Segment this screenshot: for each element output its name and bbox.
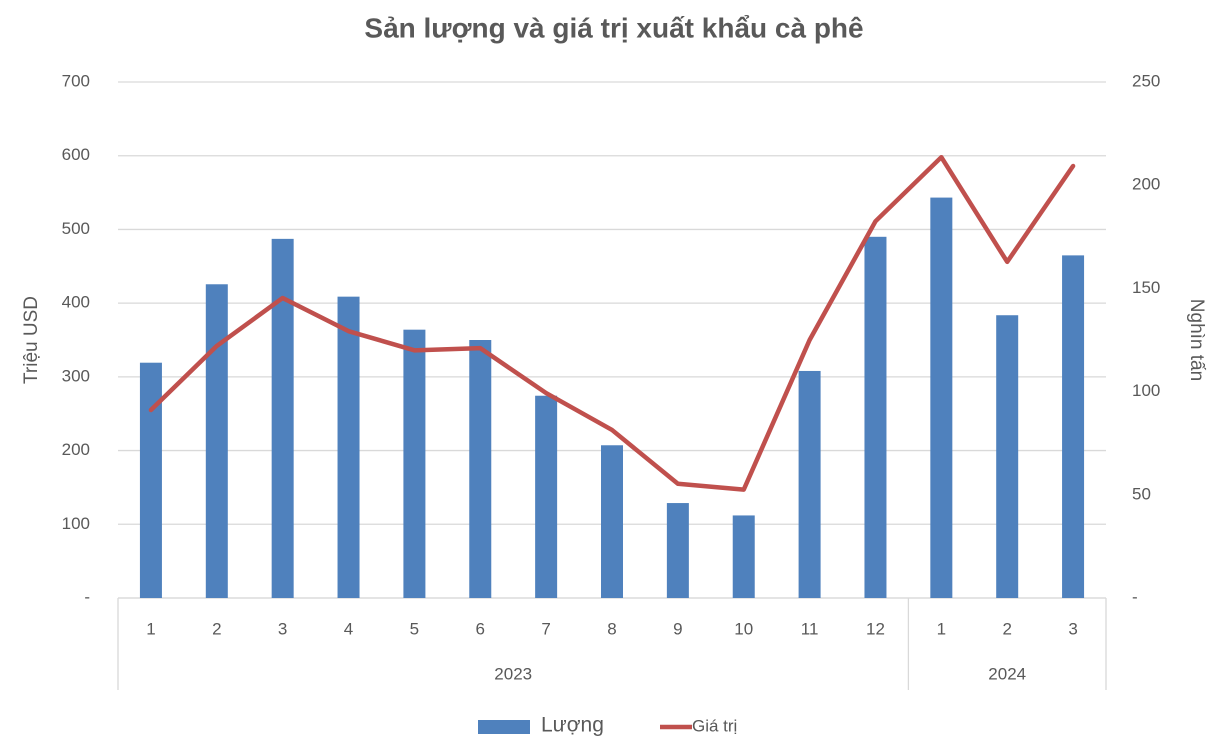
x-tick-label: 6 <box>476 619 485 638</box>
y2-tick-label: 50 <box>1132 484 1151 503</box>
bar <box>996 315 1019 598</box>
x-tick-label: 10 <box>734 619 753 638</box>
x-tick-label: 2 <box>1002 619 1011 638</box>
y2-tick-label: 150 <box>1132 278 1160 297</box>
x-tick-label: 9 <box>673 619 682 638</box>
x-tick-label: 12 <box>866 619 885 638</box>
x-tick-label: 2 <box>212 619 221 638</box>
x-tick-label: 3 <box>278 619 287 638</box>
bar <box>798 370 821 598</box>
y2-tick-label: 100 <box>1132 381 1160 400</box>
y-tick-label: 200 <box>62 440 90 459</box>
bar <box>1062 255 1085 598</box>
bar <box>666 503 689 598</box>
bar <box>139 362 162 598</box>
y-tick-label: 600 <box>62 145 90 164</box>
bar <box>205 284 228 598</box>
x-tick-label: 8 <box>607 619 616 638</box>
x-tick-label: 5 <box>410 619 419 638</box>
legend-swatch <box>478 720 530 734</box>
bar <box>469 340 492 598</box>
y2-axis-label: Nghìn tấn <box>1186 299 1207 381</box>
y2-tick-label: - <box>1132 587 1138 606</box>
bar <box>403 329 426 598</box>
y-tick-label: 700 <box>62 71 90 90</box>
group-label: 2023 <box>494 664 532 683</box>
group-label: 2024 <box>988 664 1026 683</box>
bar <box>601 445 623 598</box>
y-axis-label: Triệu USD <box>21 296 42 384</box>
y-tick-label: - <box>84 587 90 606</box>
legend-label: Lượng <box>541 714 604 737</box>
y-tick-label: 100 <box>62 514 90 533</box>
x-tick-label: 3 <box>1068 619 1077 638</box>
x-tick-label: 11 <box>801 619 819 638</box>
y-tick-label: 500 <box>62 219 90 238</box>
line <box>148 154 1076 492</box>
bar <box>271 238 294 598</box>
chart-title: Sản lượng và giá trị xuất khẩu cà phê <box>364 12 863 43</box>
x-tick-label: 7 <box>541 619 550 638</box>
y-tick-label: 300 <box>62 366 90 385</box>
bar <box>864 236 887 599</box>
y2-tick-label: 250 <box>1132 71 1160 90</box>
x-tick-label: 1 <box>937 619 946 638</box>
y-tick-label: 400 <box>62 293 90 312</box>
bar <box>930 197 953 599</box>
bar <box>337 296 360 598</box>
bar <box>535 395 558 598</box>
legend-label: Giá trị <box>692 716 737 735</box>
x-tick-label: 4 <box>344 619 353 638</box>
y2-tick-label: 200 <box>1132 175 1160 194</box>
bar <box>732 515 755 598</box>
x-tick-label: 1 <box>146 619 155 638</box>
